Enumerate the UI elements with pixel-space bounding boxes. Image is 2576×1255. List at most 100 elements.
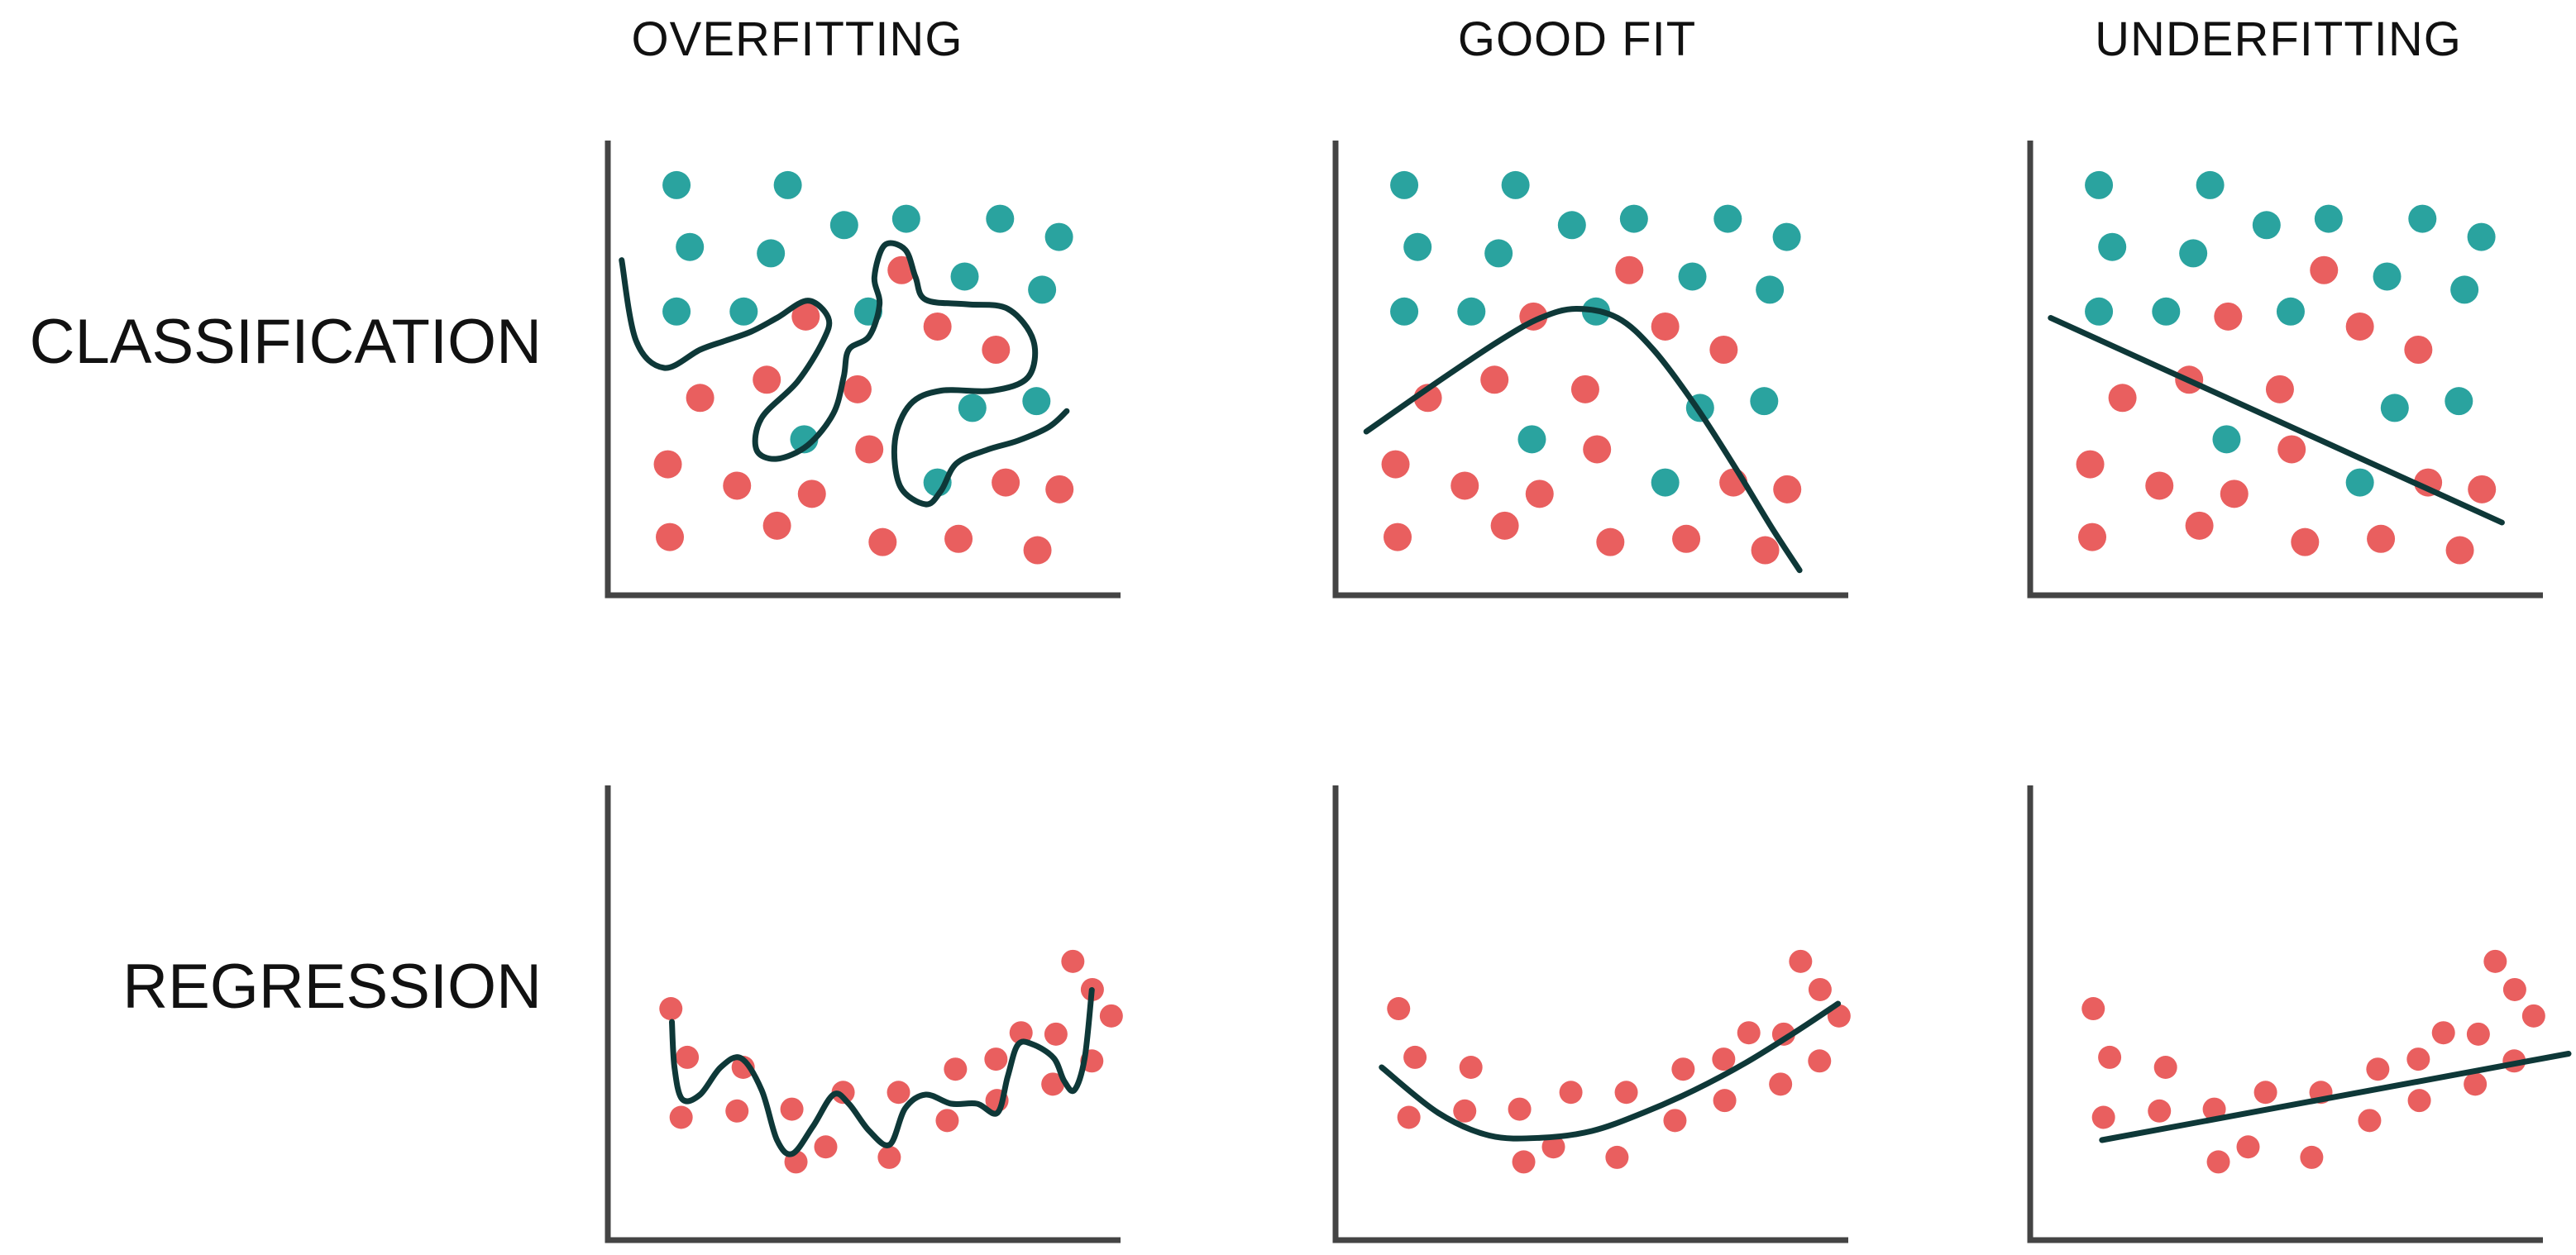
model-curve bbox=[619, 240, 1070, 508]
data-point-6 bbox=[831, 1081, 855, 1105]
teal-point-16 bbox=[2345, 468, 2374, 497]
teal-point-15 bbox=[1517, 425, 1546, 454]
teal-point-14 bbox=[2445, 387, 2473, 416]
data-point-5 bbox=[1508, 1097, 1532, 1121]
column-title-good-fit: GOOD FIT bbox=[1457, 12, 1697, 66]
model-curve bbox=[2099, 1051, 2572, 1143]
data-point-18 bbox=[1808, 1049, 1832, 1073]
red-point-18 bbox=[791, 302, 820, 331]
data-point-7 bbox=[1614, 1081, 1638, 1105]
red-point-32 bbox=[2291, 527, 2320, 556]
red-point-34 bbox=[1751, 536, 1780, 565]
teal-point-16 bbox=[1651, 468, 1680, 497]
red-point-24 bbox=[855, 435, 884, 464]
red-point-26 bbox=[723, 471, 752, 500]
red-point-30 bbox=[2078, 523, 2107, 551]
data-point-14 bbox=[877, 1145, 901, 1169]
teal-point-2 bbox=[1403, 232, 1432, 261]
data-point-4 bbox=[1453, 1099, 1477, 1123]
red-point-17 bbox=[2310, 255, 2339, 284]
model-curve bbox=[2048, 315, 2505, 526]
data-point-15 bbox=[1663, 1109, 1687, 1133]
red-point-29 bbox=[1045, 475, 1074, 503]
red-point-29 bbox=[2468, 475, 2497, 503]
teal-point-11 bbox=[2152, 297, 2181, 326]
teal-point-15 bbox=[790, 425, 819, 454]
teal-point-4 bbox=[2252, 211, 2281, 240]
teal-point-11 bbox=[729, 297, 758, 326]
red-point-23 bbox=[2108, 384, 2137, 413]
model-curve bbox=[669, 987, 1095, 1157]
classification-overfitting-panel bbox=[605, 141, 1121, 599]
data-point-19 bbox=[1789, 949, 1813, 973]
red-point-26 bbox=[2145, 471, 2174, 500]
red-point-19 bbox=[2345, 312, 2374, 341]
red-point-21 bbox=[1480, 365, 1509, 394]
regression-good-fit-panel bbox=[1332, 785, 1851, 1243]
data-point-8 bbox=[944, 1057, 968, 1081]
teal-point-0 bbox=[662, 170, 691, 199]
teal-point-5 bbox=[1619, 204, 1648, 233]
red-point-30 bbox=[656, 523, 685, 551]
data-point-17 bbox=[1769, 1072, 1793, 1096]
teal-point-8 bbox=[2373, 262, 2402, 291]
red-point-34 bbox=[2445, 536, 2474, 565]
red-point-22 bbox=[2265, 375, 2294, 403]
data-point-0 bbox=[2081, 997, 2105, 1021]
data-point-13 bbox=[814, 1135, 838, 1159]
red-point-33 bbox=[944, 524, 973, 553]
data-point-10 bbox=[1737, 1021, 1761, 1045]
teal-point-10 bbox=[1390, 297, 1419, 326]
data-point-14 bbox=[2300, 1145, 2324, 1169]
data-point-12 bbox=[2206, 1150, 2230, 1174]
teal-point-10 bbox=[662, 297, 691, 326]
teal-point-7 bbox=[1772, 222, 1801, 251]
data-point-2 bbox=[2153, 1056, 2177, 1079]
data-point-1 bbox=[1403, 1045, 1427, 1069]
red-point-20 bbox=[982, 336, 1011, 364]
data-point-5 bbox=[780, 1097, 804, 1121]
red-point-32 bbox=[868, 527, 897, 556]
teal-point-7 bbox=[1044, 222, 1073, 251]
data-point-8 bbox=[2366, 1057, 2390, 1081]
data-point-10 bbox=[1009, 1021, 1033, 1045]
teal-point-13 bbox=[958, 394, 987, 422]
red-point-19 bbox=[1651, 312, 1680, 341]
red-point-25 bbox=[1381, 450, 1410, 479]
column-title-underfitting: UNDERFITTING bbox=[2095, 12, 2462, 66]
data-point-17 bbox=[1041, 1072, 1065, 1096]
red-point-25 bbox=[2076, 450, 2105, 479]
red-point-32 bbox=[1596, 527, 1625, 556]
red-point-23 bbox=[686, 384, 714, 413]
teal-point-1 bbox=[773, 170, 802, 199]
data-point-7 bbox=[887, 1081, 910, 1105]
data-point-9 bbox=[2406, 1047, 2430, 1071]
data-point-5 bbox=[2202, 1097, 2226, 1121]
data-point-20 bbox=[2502, 977, 2526, 1001]
red-point-31 bbox=[1490, 511, 1519, 540]
data-point-3 bbox=[1397, 1105, 1421, 1129]
column-title-overfitting: OVERFITTING bbox=[631, 12, 963, 66]
red-point-33 bbox=[2367, 524, 2396, 553]
red-point-17 bbox=[1615, 255, 1644, 284]
row-label-classification: CLASSIFICATION bbox=[29, 307, 542, 377]
data-point-14 bbox=[1605, 1145, 1629, 1169]
teal-point-10 bbox=[2085, 297, 2114, 326]
teal-point-0 bbox=[1390, 170, 1419, 199]
red-point-20 bbox=[1709, 336, 1738, 364]
data-point-12 bbox=[1512, 1150, 1536, 1174]
data-point-1 bbox=[2098, 1045, 2122, 1069]
teal-point-4 bbox=[829, 211, 858, 240]
teal-point-12 bbox=[2276, 297, 2305, 326]
data-point-13 bbox=[1541, 1135, 1565, 1159]
teal-point-8 bbox=[950, 262, 979, 291]
red-point-26 bbox=[1450, 471, 1479, 500]
teal-point-6 bbox=[2408, 204, 2437, 233]
classification-underfitting-panel bbox=[2027, 141, 2543, 599]
data-point-11 bbox=[1044, 1022, 1068, 1046]
data-point-9 bbox=[1712, 1047, 1736, 1071]
data-point-19 bbox=[2483, 949, 2507, 973]
data-point-17 bbox=[2464, 1072, 2488, 1096]
red-point-31 bbox=[2185, 511, 2214, 540]
teal-point-9 bbox=[1756, 275, 1785, 304]
